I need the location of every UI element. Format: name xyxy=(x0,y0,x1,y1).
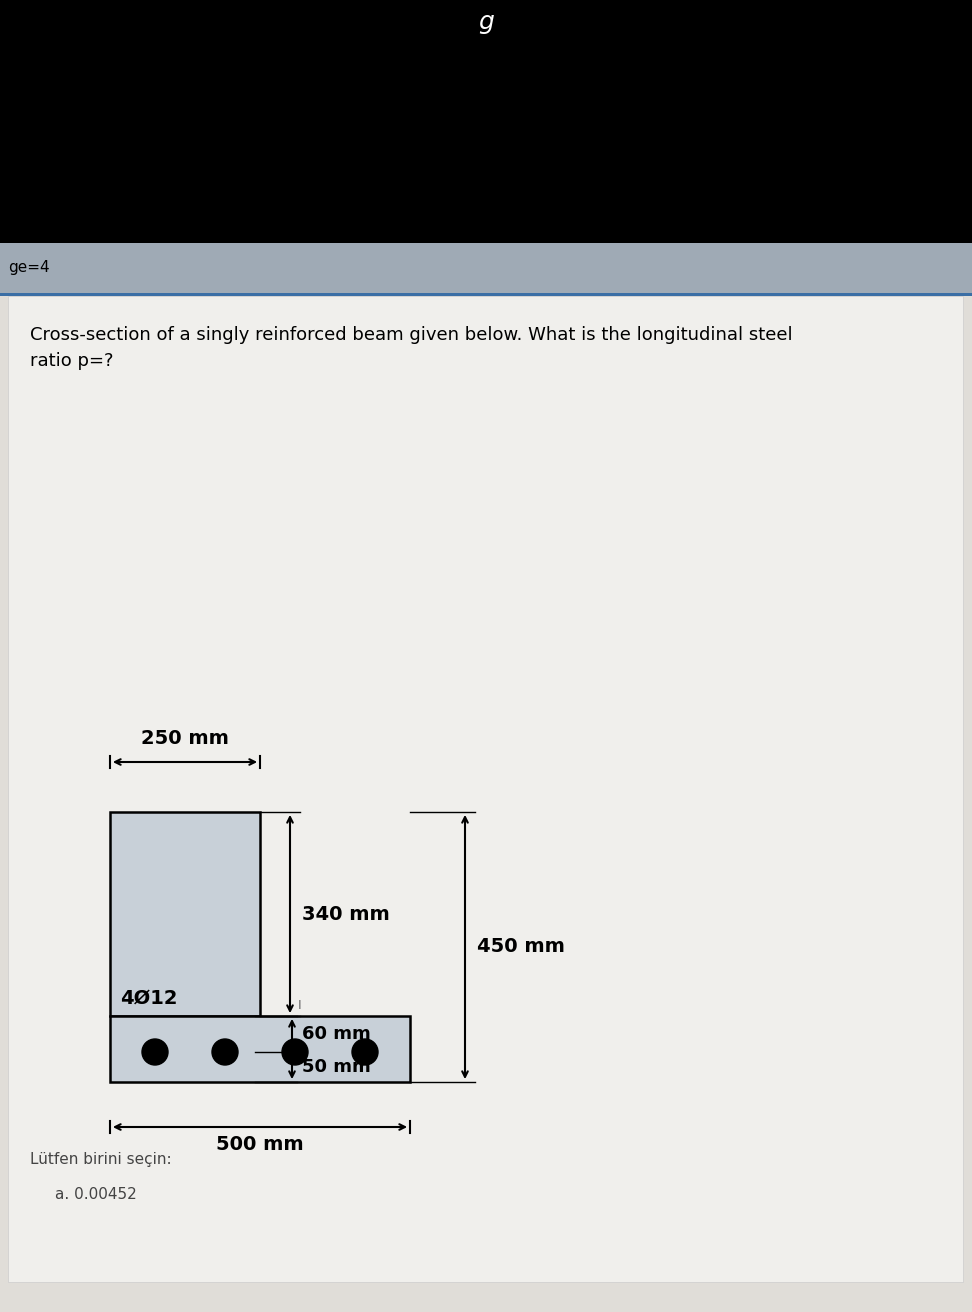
Text: Cross-section of a singly reinforced beam given below. What is the longitudinal : Cross-section of a singly reinforced bea… xyxy=(30,325,792,370)
Text: 450 mm: 450 mm xyxy=(477,938,565,956)
Bar xyxy=(0,243,972,293)
Text: 250 mm: 250 mm xyxy=(141,729,229,748)
Text: I: I xyxy=(298,998,301,1012)
Text: a. 0.00452: a. 0.00452 xyxy=(55,1187,137,1202)
Bar xyxy=(8,295,963,1282)
Bar xyxy=(110,1015,410,1082)
Text: 500 mm: 500 mm xyxy=(216,1135,304,1155)
Text: ge=4: ge=4 xyxy=(8,260,50,276)
Text: g: g xyxy=(478,10,494,34)
Circle shape xyxy=(142,1039,168,1065)
Circle shape xyxy=(282,1039,308,1065)
Text: 340 mm: 340 mm xyxy=(302,904,390,924)
Text: 4Ø12: 4Ø12 xyxy=(120,989,178,1008)
Text: 50 mm: 50 mm xyxy=(302,1057,370,1076)
Bar xyxy=(110,812,260,1015)
Bar xyxy=(0,0,972,243)
Text: 60 mm: 60 mm xyxy=(302,1025,370,1043)
Circle shape xyxy=(212,1039,238,1065)
Bar xyxy=(0,293,972,295)
Text: Lütfen birini seçin:: Lütfen birini seçin: xyxy=(30,1152,172,1166)
Circle shape xyxy=(352,1039,378,1065)
